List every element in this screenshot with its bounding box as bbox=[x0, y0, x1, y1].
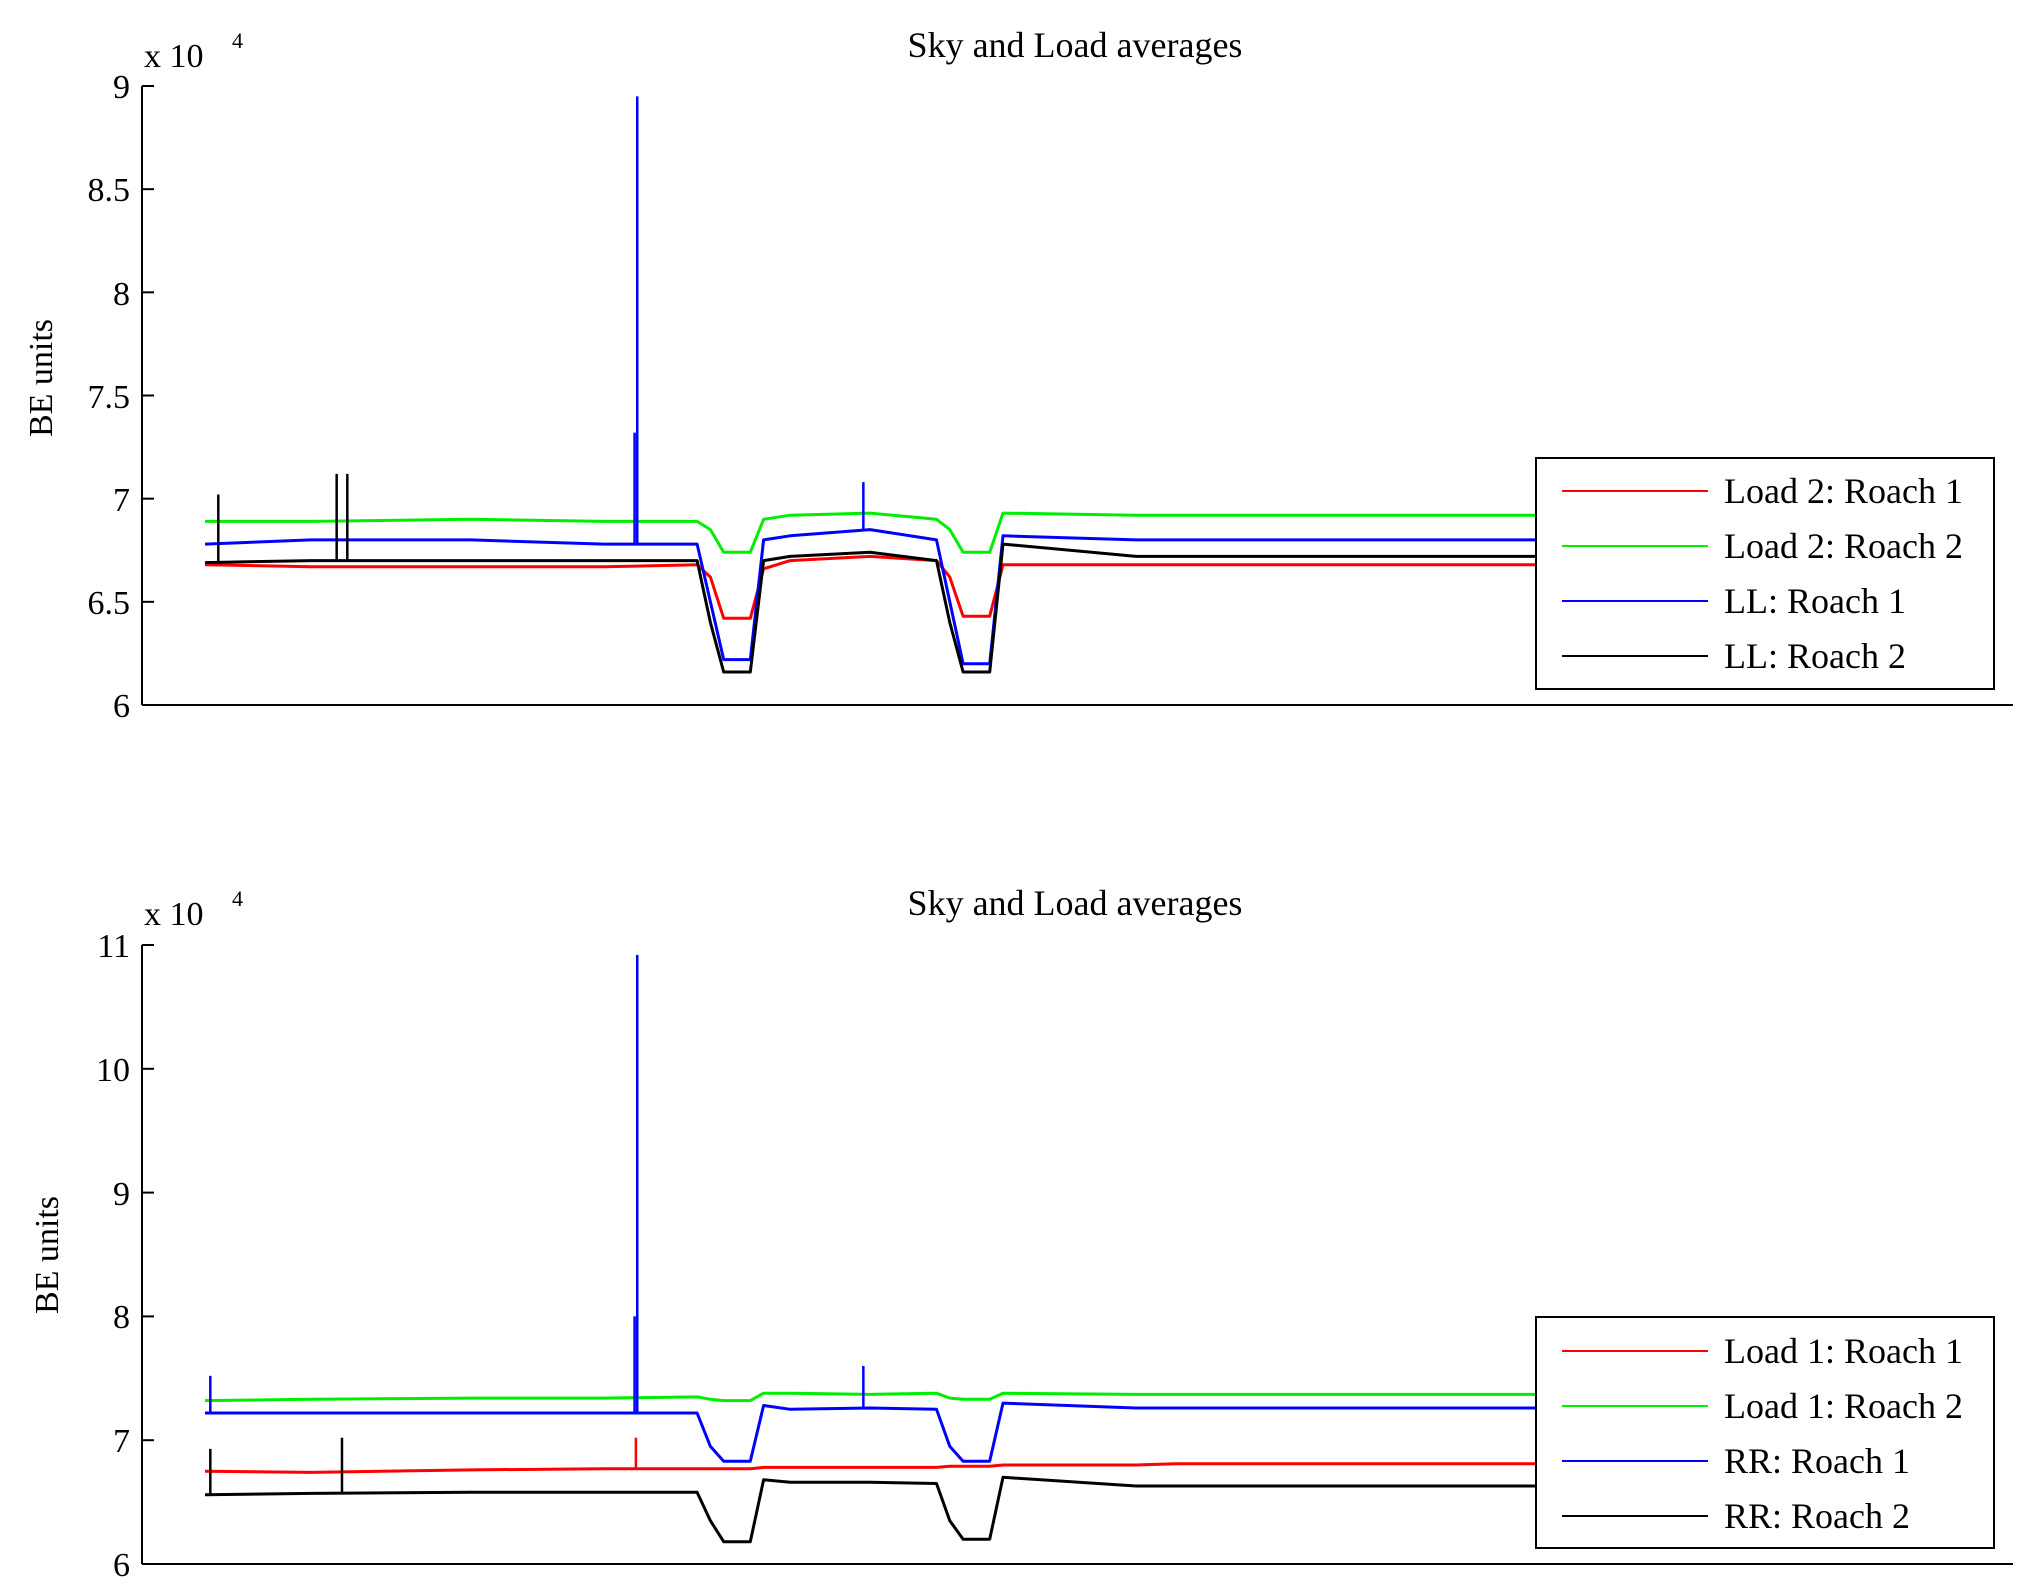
bottom-y-ticks: 6 7 8 9 10 11 bbox=[96, 928, 130, 1584]
bottom-legend-label-3: RR: Roach 2 bbox=[1724, 1496, 1910, 1536]
top-series-line-0 bbox=[204, 554, 1535, 620]
bottom-exponent-label: x 10 4 bbox=[144, 886, 243, 933]
bottom-y-axis-label: BE units bbox=[29, 1196, 66, 1314]
top-series-line-3 bbox=[204, 542, 1535, 674]
top-y-axis-label: BE units bbox=[23, 319, 60, 437]
bottom-series-line-3 bbox=[204, 1475, 1535, 1544]
top-chart-title: Sky and Load averages bbox=[908, 25, 1243, 65]
top-legend-box bbox=[1535, 457, 1995, 690]
top-legend-label-0: Load 2: Roach 1 bbox=[1724, 471, 1963, 511]
top-legend-label-2: LL: Roach 1 bbox=[1724, 581, 1906, 621]
top-exponent-label: x 10 4 bbox=[144, 28, 243, 75]
bottom-exponent-base: x 10 bbox=[144, 896, 204, 933]
bottom-ytick-label: 8 bbox=[113, 1299, 130, 1336]
top-series-line-2 bbox=[204, 528, 1535, 666]
bottom-ytick-label: 11 bbox=[97, 928, 130, 965]
top-y-ticks: 6 6.5 7 7.5 8 8.5 9 bbox=[88, 69, 131, 725]
top-series-line-1 bbox=[205, 511, 1535, 554]
top-legend: Load 2: Roach 1 Load 2: Roach 2 LL: Roac… bbox=[1535, 457, 1995, 690]
top-chart-panel: Sky and Load averages x 10 4 BE units 6 … bbox=[23, 25, 2013, 725]
bottom-chart-title: Sky and Load averages bbox=[908, 883, 1243, 923]
bottom-legend-box bbox=[1535, 1316, 1995, 1549]
top-ytick-label: 6.5 bbox=[88, 585, 131, 622]
top-ytick-label: 9 bbox=[113, 69, 130, 106]
bottom-plot-area bbox=[142, 944, 1535, 1565]
top-ytick-label: 6 bbox=[113, 688, 130, 725]
bottom-ytick-label: 9 bbox=[113, 1176, 130, 1213]
top-legend-label-1: Load 2: Roach 2 bbox=[1724, 526, 1963, 566]
top-exponent-base: x 10 bbox=[144, 38, 204, 75]
bottom-series-line-2 bbox=[205, 1401, 1535, 1463]
bottom-legend: Load 1: Roach 1 Load 1: Roach 2 RR: Roac… bbox=[1535, 1316, 1995, 1549]
top-exponent-power: 4 bbox=[232, 28, 243, 53]
top-ytick-label: 7 bbox=[113, 482, 130, 519]
bottom-ytick-label: 10 bbox=[96, 1052, 130, 1089]
bottom-ytick-label: 7 bbox=[113, 1423, 130, 1460]
bottom-series-line-1 bbox=[204, 1391, 1535, 1403]
bottom-ytick-label: 6 bbox=[113, 1547, 130, 1584]
bottom-chart-panel: Sky and Load averages x 10 4 BE units 6 … bbox=[29, 883, 2013, 1584]
top-ytick-label: 7.5 bbox=[88, 379, 131, 416]
bottom-legend-label-1: Load 1: Roach 2 bbox=[1724, 1386, 1963, 1426]
top-ytick-label: 8 bbox=[113, 276, 130, 313]
bottom-exponent-power: 4 bbox=[232, 886, 243, 911]
top-ytick-label: 8.5 bbox=[88, 172, 131, 209]
bottom-legend-label-2: RR: Roach 1 bbox=[1724, 1441, 1910, 1481]
bottom-legend-label-0: Load 1: Roach 1 bbox=[1724, 1331, 1963, 1371]
top-legend-label-3: LL: Roach 2 bbox=[1724, 636, 1906, 676]
top-plot-area bbox=[142, 85, 1535, 706]
bottom-series-line-0 bbox=[204, 1462, 1535, 1474]
